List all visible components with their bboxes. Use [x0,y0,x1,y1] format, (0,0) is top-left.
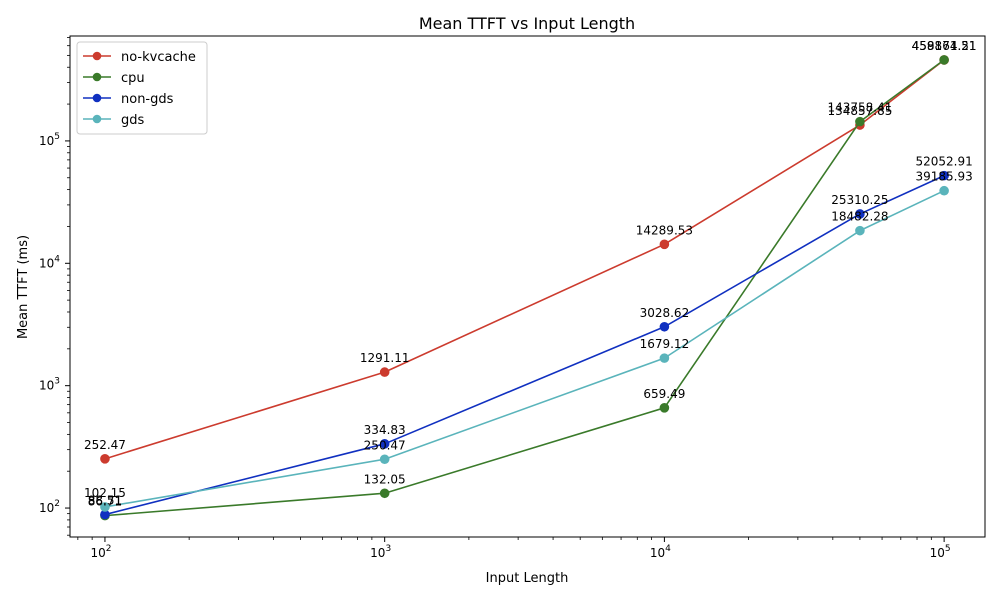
legend-marker-non-gds [92,93,102,103]
y-tick-label: 105 [39,132,60,148]
legend-marker-no-kvcache [92,51,102,61]
x-tick-label: 103 [370,544,391,560]
legend-label-non-gds: non-gds [121,92,174,107]
data-label-non-gds: 3028.62 [640,306,690,320]
data-point-no-kvcache [659,239,670,250]
data-point-cpu [939,55,949,65]
data-point-gds [855,225,865,236]
x-axis-title: Input Length [486,571,569,586]
data-point-gds [659,353,670,363]
plot-frame [69,35,986,538]
data-label-gds: 102.15 [84,486,126,500]
data-label-cpu: 132.05 [364,472,406,486]
data-label-non-gds: 25310.25 [831,193,888,207]
data-label-gds: 1679.12 [640,337,690,351]
data-point-cpu [659,402,670,413]
y-tick-exponent: 5 [54,132,60,142]
data-point-no-kvcache [379,367,390,377]
x-tick-base: 10 [370,546,385,560]
data-label-gds: 39185.93 [915,170,972,184]
data-point-non-gds [855,209,865,219]
x-tick-base: 10 [650,546,665,560]
data-point-cpu [379,488,390,499]
y-tick-base: 10 [39,134,54,148]
data-label-non-gds: 334.83 [364,423,406,437]
plot-area: 252.47 1291.11 14289.53 134857.85 458871.21 8… [84,39,977,521]
y-axis-title: Mean TTFT (ms) [16,235,31,339]
x-tick-exponent: 5 [945,544,951,554]
legend-label-no-kvcache: no-kvcache [121,50,196,65]
x-tick-label: 105 [930,544,951,560]
legend-box [76,41,208,135]
y-tick-exponent: 3 [54,377,60,387]
data-label-cpu: 143758.41 [827,101,892,115]
data-label-non-gds: 88.51 [88,494,122,508]
data-label-no-kvcache: 252.47 [84,438,126,452]
data-label-non-gds: 52052.91 [915,155,972,169]
data-label-cpu: 659.49 [643,387,685,401]
data-point-gds [379,454,390,465]
y-tick-base: 10 [39,256,54,270]
x-tick-label: 104 [650,544,671,560]
data-label-cpu: 86.71 [88,495,122,509]
data-label-gds: 18482.28 [831,210,888,224]
legend-label-gds: gds [121,113,145,128]
data-label-gds: 250.47 [364,438,406,452]
y-tick-base: 10 [39,501,54,515]
data-point-gds [939,185,949,196]
data-point-no-kvcache [100,454,110,464]
y-tick-label: 102 [39,499,60,515]
chart-title: Mean TTFT vs Input Length [419,14,635,33]
data-point-cpu [855,116,865,127]
y-tick-exponent: 2 [54,499,60,509]
data-label-no-kvcache: 14289.53 [636,223,693,237]
x-tick-label: 102 [90,544,111,560]
data-label-no-kvcache: 134857.85 [827,104,892,118]
legend-marker-gds [92,114,102,124]
legend-marker-cpu [92,72,102,82]
x-tick-exponent: 3 [385,544,391,554]
data-point-gds [100,502,110,512]
data-label-no-kvcache: 1291.11 [360,351,410,365]
x-tick-base: 10 [930,546,945,560]
legend: no-kvcache cpu non-gds gds [76,41,208,135]
x-tick-base: 10 [90,546,105,560]
y-tick-exponent: 4 [54,254,60,264]
data-point-non-gds [939,170,949,181]
y-tick-label: 104 [39,254,60,270]
legend-label-cpu: cpu [121,71,145,86]
y-tick-base: 10 [39,379,54,393]
data-label-no-kvcache: 458871.21 [912,39,977,53]
y-tick-label: 103 [39,377,60,393]
data-point-non-gds [379,439,390,449]
data-point-non-gds [659,321,670,332]
x-tick-exponent: 2 [106,544,112,554]
data-label-cpu: 459164.51 [912,39,977,53]
x-tick-exponent: 4 [665,544,671,554]
